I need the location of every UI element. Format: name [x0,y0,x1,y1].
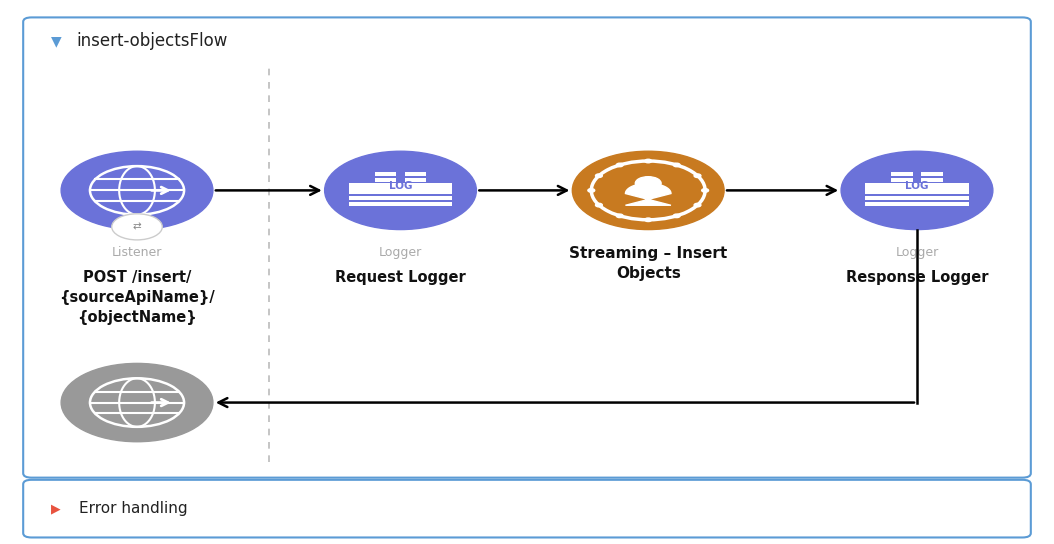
Text: Error handling: Error handling [79,501,188,516]
FancyBboxPatch shape [23,17,1031,478]
FancyBboxPatch shape [865,190,969,194]
FancyBboxPatch shape [921,172,942,176]
FancyBboxPatch shape [865,202,969,206]
FancyBboxPatch shape [405,178,426,182]
FancyBboxPatch shape [921,178,942,182]
Circle shape [596,174,602,177]
FancyBboxPatch shape [23,480,1031,537]
Circle shape [617,163,623,166]
FancyBboxPatch shape [349,202,452,206]
Text: Listener: Listener [112,246,162,259]
Circle shape [695,203,701,207]
Circle shape [617,214,623,218]
Text: LOG: LOG [905,181,929,191]
Circle shape [572,151,724,230]
FancyBboxPatch shape [375,178,396,182]
Circle shape [702,189,708,192]
Circle shape [325,151,476,230]
Circle shape [61,151,213,230]
FancyBboxPatch shape [405,172,426,176]
Circle shape [695,174,701,177]
Text: Streaming – Insert
Objects: Streaming – Insert Objects [569,246,727,281]
Text: ▼: ▼ [51,34,61,48]
Circle shape [645,159,651,163]
FancyBboxPatch shape [892,172,913,176]
Text: ⇄: ⇄ [133,222,141,232]
Text: Logger: Logger [895,246,939,259]
Circle shape [636,177,661,190]
Polygon shape [625,183,671,205]
Circle shape [674,163,680,166]
Text: insert-objectsFlow: insert-objectsFlow [76,32,228,50]
Circle shape [645,218,651,221]
Circle shape [112,214,162,240]
FancyBboxPatch shape [865,183,969,190]
Circle shape [841,151,993,230]
Text: Logger: Logger [378,246,423,259]
FancyBboxPatch shape [349,190,452,194]
FancyBboxPatch shape [865,196,969,200]
FancyBboxPatch shape [349,183,452,190]
Circle shape [674,214,680,218]
Text: Request Logger: Request Logger [335,270,466,286]
Circle shape [61,363,213,442]
Text: Response Logger: Response Logger [845,270,989,286]
FancyBboxPatch shape [349,196,452,200]
FancyBboxPatch shape [375,172,396,176]
Text: LOG: LOG [389,181,412,191]
FancyBboxPatch shape [892,178,913,182]
Text: POST /insert/
{sourceApiName}/
{objectName}: POST /insert/ {sourceApiName}/ {objectNa… [59,270,215,325]
Text: ▶: ▶ [51,502,60,515]
Circle shape [588,189,594,192]
Circle shape [596,203,602,207]
